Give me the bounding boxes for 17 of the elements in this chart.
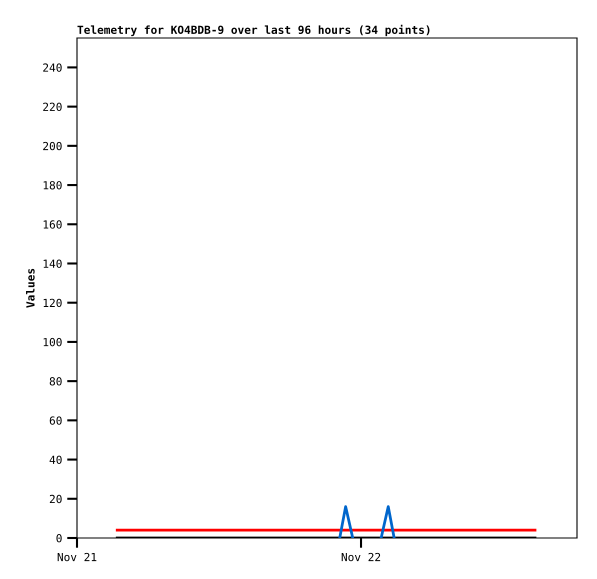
y-axis-title: Values — [26, 268, 35, 308]
y-tick-label: 240 — [43, 63, 62, 72]
y-tick-label: 80 — [50, 377, 62, 386]
y-tick-label: 160 — [44, 220, 62, 229]
y-tick-label: 20 — [50, 494, 62, 504]
y-tick-label: 140 — [44, 259, 62, 268]
y-tick-label: 120 — [44, 298, 62, 308]
x-tick-label: Nov 22 — [342, 552, 380, 562]
y-tick-label: 100 — [44, 338, 62, 346]
y-tick-label: 200 — [43, 142, 62, 150]
x-tick-label: Nov 21 — [58, 552, 96, 562]
y-tick-label: 220 — [43, 102, 62, 112]
y-tick-label: 0 — [56, 534, 62, 542]
y-tick-label: 60 — [50, 416, 62, 425]
y-tick-label: 180 — [44, 181, 62, 190]
chart-title: Telemetry for KO4BDB-9 over last 96 hours (34 points) — [77, 24, 430, 36]
y-tick-label: 40 — [50, 456, 62, 464]
